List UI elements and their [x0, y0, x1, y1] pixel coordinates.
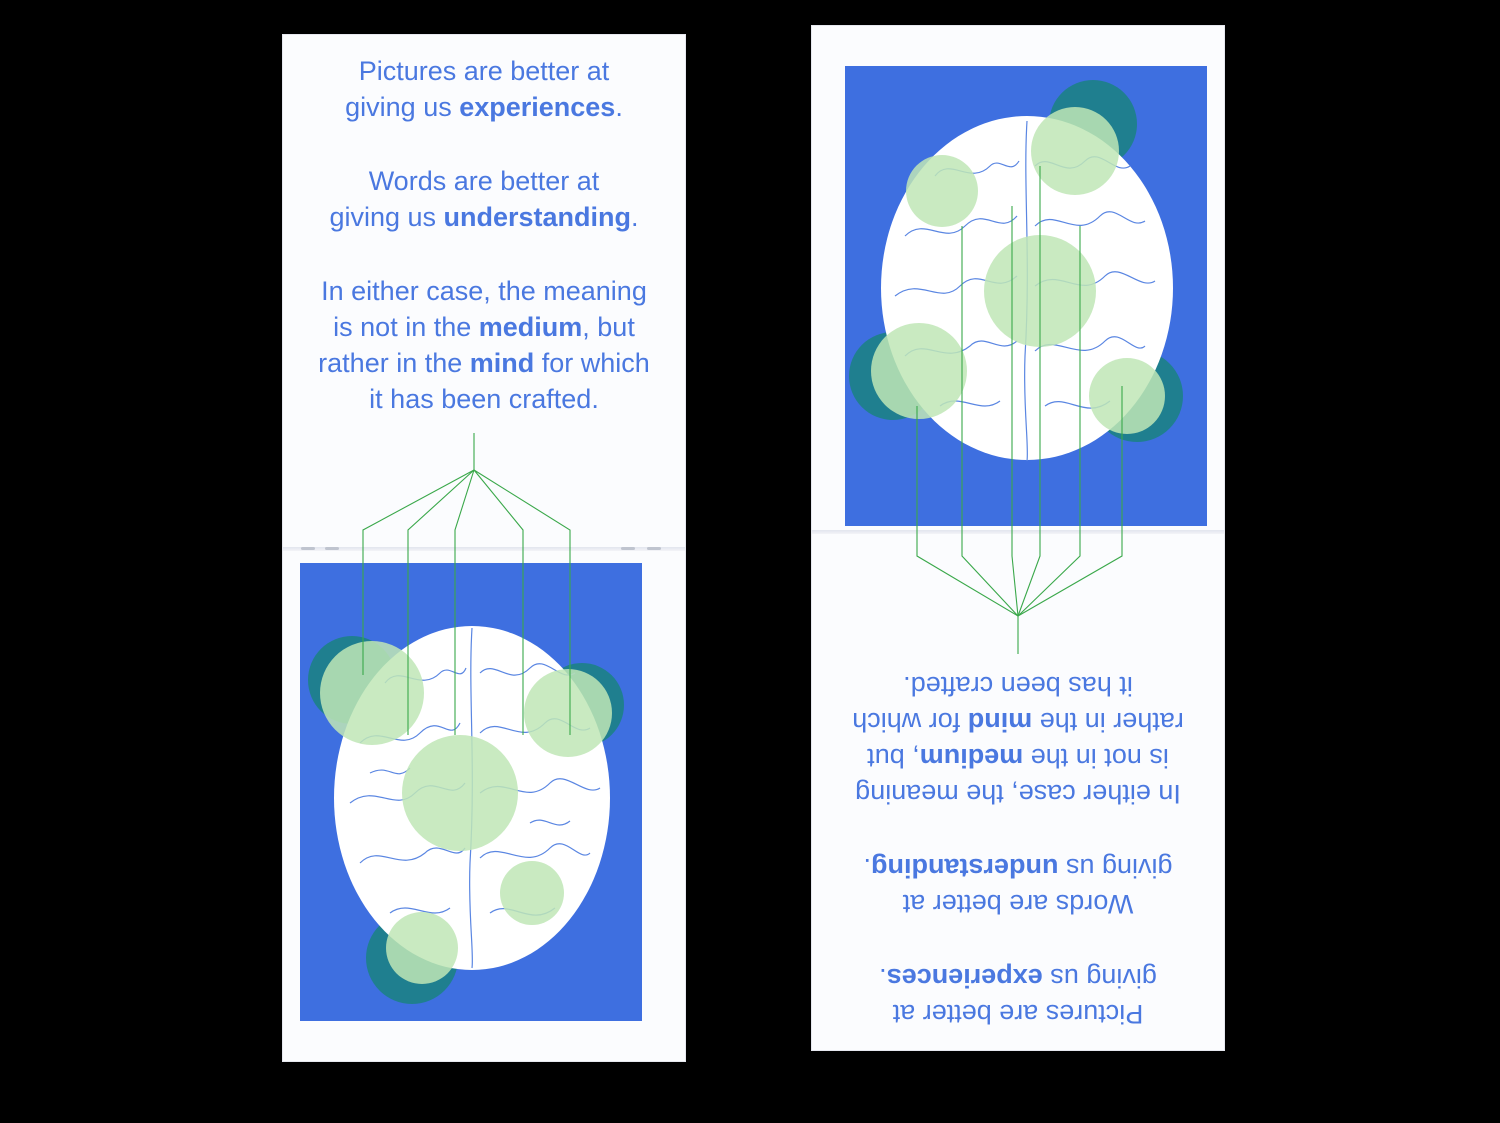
text-line: for which: [852, 707, 968, 737]
bold-word: mind: [967, 707, 1033, 737]
brain-artwork: [300, 563, 642, 1021]
text-line: giving us: [345, 92, 460, 122]
staple: [325, 547, 339, 550]
text-line: it has been crafted.: [903, 671, 1133, 701]
text-line: In either case, the meaning: [855, 779, 1181, 809]
brain-illustration: [308, 626, 624, 1004]
staple: [647, 547, 661, 550]
text-line: rather in the: [1032, 707, 1184, 737]
text-line: giving us: [1058, 853, 1173, 883]
bold-word: medium: [478, 312, 583, 342]
left-text-page: [283, 35, 685, 547]
punctuation: .: [631, 202, 639, 232]
text-line: Words are better at: [902, 889, 1134, 919]
highlight-circle: [871, 323, 967, 419]
right-booklet: Pictures are better at giving us experie…: [812, 26, 1224, 1050]
bold-word: mind: [469, 348, 535, 378]
highlight-circle: [500, 861, 564, 925]
bold-word: experiences: [459, 92, 616, 122]
brain-artwork: [845, 66, 1207, 526]
text-line: is not in the: [333, 312, 479, 342]
highlight-circle: [984, 235, 1096, 347]
bold-word: experiences: [886, 963, 1043, 993]
text-line: Pictures are better at: [358, 56, 610, 86]
highlight-circle: [386, 912, 458, 984]
text-paragraph-words: Words are better at giving us understand…: [283, 163, 685, 235]
staple: [301, 547, 315, 550]
text-line: is not in the: [1023, 743, 1169, 773]
punctuation: , but: [867, 743, 920, 773]
text-line: giving us: [1042, 963, 1157, 993]
text-line: Pictures are better at: [892, 999, 1144, 1029]
left-booklet: Pictures are better at giving us experie…: [283, 35, 685, 1061]
text-paragraph-meaning: In either case, the meaning is not in th…: [283, 273, 685, 417]
right-text-upside-down: Pictures are better at giving us experie…: [812, 652, 1224, 1032]
left-text: Pictures are better at giving us experie…: [283, 53, 685, 455]
highlight-circle: [906, 155, 978, 227]
staple: [621, 547, 635, 550]
highlight-circle: [1089, 358, 1165, 434]
highlight-circle: [524, 669, 612, 757]
punctuation: , but: [582, 312, 635, 342]
punctuation: .: [863, 853, 871, 883]
highlight-circle: [320, 641, 424, 745]
text-line: rather in the: [318, 348, 470, 378]
brain-illustration: [849, 80, 1183, 462]
bold-word: understanding: [443, 202, 632, 232]
text-line: In either case, the meaning: [321, 276, 647, 306]
punctuation: .: [615, 92, 623, 122]
text-line: Words are better at: [368, 166, 600, 196]
text-line: for which: [534, 348, 650, 378]
punctuation: .: [879, 963, 887, 993]
bold-word: understanding: [870, 853, 1059, 883]
text-paragraph-pictures: Pictures are better at giving us experie…: [283, 53, 685, 125]
text-paragraph-pictures: Pictures are better at giving us experie…: [812, 960, 1224, 1032]
text-paragraph-words: Words are better at giving us understand…: [812, 850, 1224, 922]
text-line: it has been crafted.: [369, 384, 599, 414]
highlight-circle: [1031, 107, 1119, 195]
text-line: giving us: [329, 202, 444, 232]
bold-word: medium: [919, 743, 1024, 773]
text-paragraph-meaning: In either case, the meaning is not in th…: [812, 668, 1224, 812]
highlight-circle: [402, 735, 518, 851]
